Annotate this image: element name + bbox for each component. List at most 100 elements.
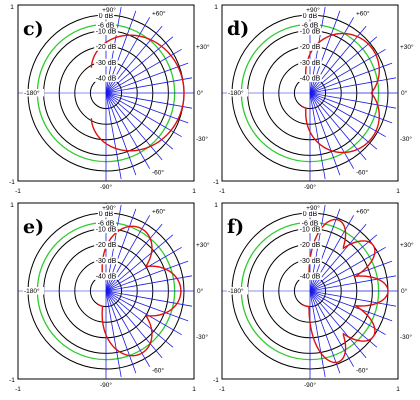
angle-label-bg bbox=[195, 135, 213, 143]
ring-label-bg bbox=[298, 74, 322, 82]
radial-grid-line bbox=[309, 290, 367, 359]
angle-label: +90° bbox=[306, 204, 320, 212]
ring-label-bg bbox=[298, 58, 322, 67]
radial-grid-line bbox=[309, 234, 378, 292]
angle-label-bg bbox=[151, 207, 169, 215]
ring-label-bg bbox=[97, 12, 115, 20]
radial-grid-line bbox=[309, 290, 341, 374]
angle-label-bg bbox=[399, 333, 417, 341]
ring-label-bg bbox=[298, 256, 322, 265]
radial-grid-line bbox=[105, 62, 189, 94]
radial-grid-line bbox=[309, 246, 386, 292]
x-tick-label-right: 1 bbox=[192, 188, 196, 195]
y-tick-label-bottom: -1 bbox=[9, 377, 15, 384]
radial-grid-line bbox=[105, 290, 137, 374]
angle-label: 0° bbox=[197, 89, 204, 97]
radial-grid-line bbox=[105, 290, 189, 322]
ring-label: -6 dB bbox=[302, 220, 319, 227]
angle-label-bg bbox=[399, 240, 417, 249]
ring-label: -30 dB bbox=[96, 60, 117, 67]
ring-label-bg bbox=[298, 241, 322, 249]
ring-label-bg bbox=[97, 210, 115, 218]
ring-label: -30 dB bbox=[96, 258, 117, 265]
polar-panel-d: 0 dB -6 dB-10 dB -20 dB -30 dB -40 dB +90° +60… bbox=[213, 4, 417, 195]
angle-label: -180° bbox=[24, 89, 40, 97]
angle-label: -60° bbox=[152, 367, 164, 375]
angle-label-bg bbox=[195, 240, 213, 249]
y-tick-label-bottom: -1 bbox=[213, 377, 219, 384]
ring-label: -40 dB bbox=[300, 273, 321, 280]
radial-grid-line bbox=[105, 246, 182, 292]
ring-label-bg bbox=[94, 241, 118, 249]
ring-label-bg bbox=[300, 21, 320, 29]
angle-label: -90° bbox=[304, 183, 316, 191]
angle-label: +30° bbox=[400, 241, 414, 249]
radial-grid-line bbox=[309, 290, 355, 367]
ring-label-bg bbox=[298, 27, 322, 36]
ring-label: -40 dB bbox=[96, 273, 117, 280]
angle-label: -90° bbox=[100, 381, 112, 389]
ring-label-bg bbox=[96, 219, 116, 227]
radial-grid-line bbox=[309, 92, 378, 150]
x-tick-label-right: 1 bbox=[192, 386, 196, 393]
radial-grid-line bbox=[105, 92, 163, 161]
ring-label: -30 dB bbox=[300, 258, 321, 265]
panel-letter: c) bbox=[23, 18, 44, 40]
angle-label: +30° bbox=[196, 43, 210, 51]
angle-label-bg bbox=[23, 287, 44, 295]
polar-panel-c: 0 dB -6 dB-10 dB -20 dB -30 dB -40 dB +90° +60… bbox=[9, 4, 213, 195]
radial-grid-line bbox=[105, 48, 182, 94]
angle-label-bg bbox=[400, 89, 410, 97]
angle-label-bg bbox=[151, 366, 169, 375]
radial-grid-line bbox=[309, 290, 326, 378]
angle-label-bg bbox=[151, 168, 169, 177]
y-tick-label-top: 1 bbox=[214, 202, 218, 209]
ring-label: -20 dB bbox=[300, 242, 321, 249]
radial-grid-line bbox=[309, 92, 397, 109]
ring-label: -10 dB bbox=[96, 29, 117, 36]
pattern-curve bbox=[301, 32, 380, 154]
ring-label: -6 dB bbox=[302, 22, 319, 29]
ring-label: -10 dB bbox=[96, 227, 117, 234]
angle-label: -180° bbox=[24, 287, 40, 295]
angle-label-bg bbox=[399, 42, 417, 51]
ring-label-bg bbox=[298, 225, 322, 234]
radial-grid-line bbox=[105, 290, 122, 378]
angle-label-bg bbox=[304, 6, 322, 14]
angle-label-bg bbox=[355, 366, 373, 375]
angle-label: -30° bbox=[400, 135, 412, 143]
ring-label-bg bbox=[298, 272, 322, 280]
radial-grid-line bbox=[105, 290, 182, 336]
x-tick-label-right: 1 bbox=[396, 386, 400, 393]
y-tick-label-top: 1 bbox=[10, 4, 14, 11]
polar-panel-f: 0 dB -6 dB-10 dB -20 dB -30 dB -40 dB +90° +60… bbox=[213, 202, 417, 393]
radial-grid-line bbox=[309, 92, 355, 169]
x-tick-label-left: -1 bbox=[219, 188, 225, 195]
ring-label-bg bbox=[94, 58, 118, 67]
angle-label-bg bbox=[355, 9, 373, 17]
angle-label-bg bbox=[399, 135, 417, 143]
ring-label: -20 dB bbox=[300, 44, 321, 51]
angle-label-bg bbox=[151, 9, 169, 17]
angle-label-bg bbox=[97, 183, 115, 191]
angle-label-bg bbox=[100, 6, 118, 14]
radial-grid-line bbox=[309, 290, 386, 336]
polar-panel-e: 0 dB -6 dB-10 dB -20 dB -30 dB -40 dB +90° +60… bbox=[9, 202, 213, 393]
radial-grid-line bbox=[309, 275, 397, 292]
ring-label-bg bbox=[94, 74, 118, 82]
x-tick-label-left: -1 bbox=[15, 188, 21, 195]
angle-label-bg bbox=[196, 287, 206, 295]
ring-label-bg bbox=[94, 256, 118, 265]
angle-label: +90° bbox=[306, 6, 320, 14]
radial-grid-line bbox=[105, 234, 174, 292]
radial-grid-line bbox=[309, 92, 386, 138]
radial-grid-line bbox=[309, 48, 386, 94]
angle-label: -60° bbox=[152, 169, 164, 177]
angle-label-bg bbox=[196, 89, 206, 97]
ring-label: 0 dB bbox=[303, 13, 318, 20]
angle-label: -30° bbox=[400, 333, 412, 341]
radial-grid-line bbox=[309, 92, 393, 124]
y-tick-label-top: 1 bbox=[214, 4, 218, 11]
radial-grid-line bbox=[105, 92, 151, 169]
